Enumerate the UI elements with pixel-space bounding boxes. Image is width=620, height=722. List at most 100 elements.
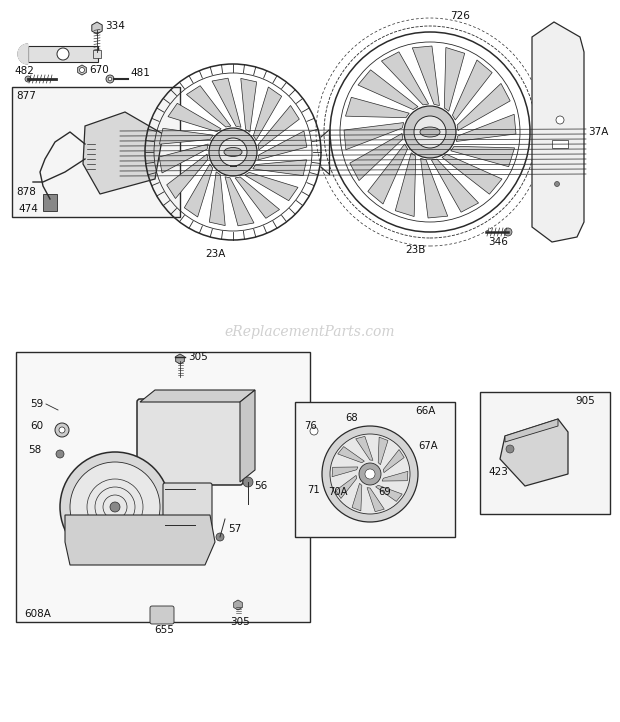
Polygon shape (225, 177, 254, 226)
Text: 905: 905 (575, 396, 595, 406)
Text: 334: 334 (105, 21, 125, 31)
Text: 56: 56 (254, 481, 267, 491)
Polygon shape (175, 354, 184, 364)
Circle shape (556, 116, 564, 124)
Text: 305: 305 (230, 617, 250, 627)
Polygon shape (93, 50, 101, 58)
Circle shape (504, 228, 512, 236)
Polygon shape (383, 450, 404, 473)
Circle shape (310, 427, 318, 435)
Polygon shape (140, 390, 255, 402)
Polygon shape (210, 172, 225, 225)
Circle shape (25, 76, 31, 82)
Polygon shape (532, 22, 584, 242)
Text: 70A: 70A (328, 487, 347, 497)
Text: 482: 482 (14, 66, 34, 76)
Polygon shape (368, 144, 407, 204)
Polygon shape (258, 131, 307, 160)
Circle shape (365, 469, 375, 479)
Polygon shape (457, 84, 510, 131)
Circle shape (70, 462, 160, 552)
Text: 23B: 23B (405, 245, 425, 255)
Polygon shape (240, 390, 255, 482)
Polygon shape (445, 48, 465, 111)
Text: 726: 726 (450, 11, 470, 21)
Text: 58: 58 (28, 445, 42, 455)
Circle shape (56, 450, 64, 458)
Polygon shape (332, 467, 358, 477)
Polygon shape (187, 86, 231, 127)
Polygon shape (500, 419, 568, 486)
Bar (552, 140, 568, 148)
Circle shape (554, 181, 559, 186)
Text: 670: 670 (89, 65, 108, 75)
Polygon shape (442, 155, 502, 194)
Polygon shape (92, 22, 102, 34)
Text: 877: 877 (16, 91, 36, 101)
Polygon shape (65, 515, 215, 565)
Polygon shape (432, 159, 479, 212)
Circle shape (414, 116, 446, 148)
Polygon shape (456, 114, 516, 142)
Circle shape (243, 477, 253, 487)
Polygon shape (358, 70, 418, 110)
Text: 423: 423 (488, 467, 508, 477)
Text: 66A: 66A (415, 406, 435, 416)
Polygon shape (350, 134, 403, 180)
Polygon shape (43, 194, 57, 211)
Polygon shape (367, 487, 384, 512)
Text: 68: 68 (345, 413, 358, 423)
Circle shape (219, 138, 247, 166)
Circle shape (57, 48, 69, 60)
Circle shape (330, 434, 410, 514)
Polygon shape (83, 112, 163, 194)
FancyBboxPatch shape (295, 402, 455, 537)
Polygon shape (212, 78, 241, 127)
Polygon shape (505, 419, 558, 442)
FancyBboxPatch shape (150, 606, 174, 624)
Text: 655: 655 (154, 625, 174, 635)
Circle shape (506, 445, 514, 453)
Polygon shape (168, 103, 221, 131)
Text: 305: 305 (188, 352, 208, 362)
Polygon shape (235, 177, 280, 218)
Text: 67A: 67A (418, 441, 438, 451)
Text: 57: 57 (228, 524, 241, 534)
Polygon shape (356, 436, 373, 461)
Text: 608A: 608A (24, 609, 51, 619)
Text: 481: 481 (130, 68, 150, 78)
Polygon shape (345, 97, 409, 118)
Text: 878: 878 (16, 187, 36, 197)
Text: 76: 76 (304, 421, 317, 431)
Polygon shape (412, 46, 440, 105)
Polygon shape (241, 79, 257, 132)
Circle shape (79, 67, 84, 72)
Text: 71: 71 (307, 485, 320, 495)
Polygon shape (381, 52, 428, 105)
Polygon shape (254, 87, 281, 140)
Polygon shape (344, 123, 404, 149)
Circle shape (359, 463, 381, 485)
Circle shape (106, 75, 114, 83)
Text: eReplacementParts.com: eReplacementParts.com (224, 325, 396, 339)
Polygon shape (378, 437, 388, 465)
Polygon shape (396, 153, 416, 217)
Circle shape (59, 427, 65, 433)
Polygon shape (28, 46, 98, 62)
Circle shape (60, 452, 170, 562)
FancyBboxPatch shape (163, 483, 212, 531)
Polygon shape (167, 154, 208, 199)
Ellipse shape (420, 127, 440, 137)
Circle shape (404, 106, 456, 158)
Text: 346: 346 (488, 237, 508, 247)
Polygon shape (184, 164, 213, 217)
Polygon shape (451, 147, 515, 167)
Polygon shape (258, 105, 299, 150)
Polygon shape (420, 158, 448, 218)
Polygon shape (336, 475, 356, 498)
Circle shape (209, 128, 257, 176)
Polygon shape (159, 129, 213, 144)
Polygon shape (159, 144, 208, 173)
Polygon shape (18, 44, 28, 64)
Ellipse shape (224, 147, 242, 157)
